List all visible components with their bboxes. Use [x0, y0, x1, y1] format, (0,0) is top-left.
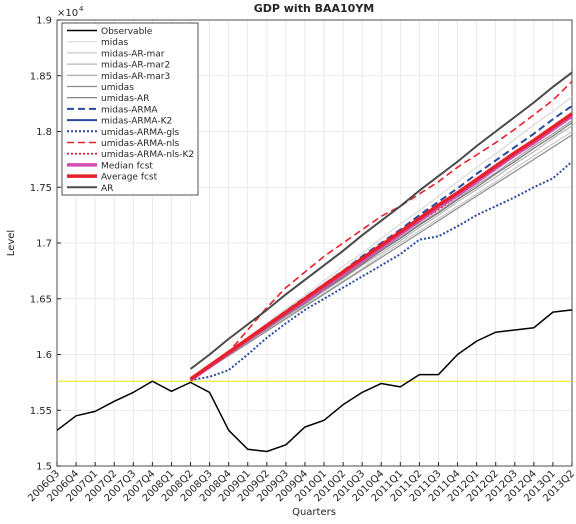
legend-label: midas-ARMA-K2: [101, 117, 172, 127]
legend-label: umidas-ARMA-nls: [101, 139, 180, 149]
series-line: [189, 112, 574, 381]
y-tick-label: 1.85: [30, 71, 52, 82]
axes-box: [56, 19, 573, 467]
x-axis-label: Quarters: [292, 507, 336, 518]
y-multiplier: ×10: [57, 8, 78, 19]
series-line: [190, 125, 573, 381]
series-line: [56, 309, 573, 453]
series-line: [189, 71, 573, 370]
series-line: [190, 160, 573, 382]
y-tick-label: 1.7: [36, 239, 52, 250]
y-tick-label: 1.75: [30, 183, 52, 194]
y-tick-label: 1.65: [30, 294, 52, 305]
legend-label: midas-ARMA: [101, 105, 158, 115]
chart-title: GDP with BAA10YM: [254, 2, 375, 15]
legend-label: Median fcst: [101, 161, 153, 171]
legend-label: Observable: [101, 27, 153, 37]
legend-label: Average fcst: [101, 173, 158, 183]
y-axis-label: Level: [6, 230, 17, 256]
y-tick-label: 1.9: [36, 16, 52, 27]
legend-label: umidas: [101, 83, 134, 93]
y-exponent: 4: [79, 5, 84, 13]
legend-label: midas-AR-mar: [101, 49, 165, 59]
y-tick-label: 1.5: [36, 462, 52, 473]
legend-label: midas-AR-mar3: [101, 72, 170, 82]
y-tick-label: 1.8: [36, 127, 52, 138]
y-tick-label: 1.6: [36, 350, 52, 361]
legend-label: umidas-AR: [101, 94, 149, 104]
legend-label: midas-AR-mar2: [101, 61, 170, 71]
series-line: [190, 134, 573, 381]
legend-label: umidas-ARMA-nls-K2: [101, 150, 194, 160]
legend-label: umidas-ARMA-gls: [101, 128, 180, 138]
legend-label: midas: [101, 38, 128, 48]
legend-label: AR: [101, 184, 113, 194]
y-tick-label: 1.55: [30, 406, 52, 417]
